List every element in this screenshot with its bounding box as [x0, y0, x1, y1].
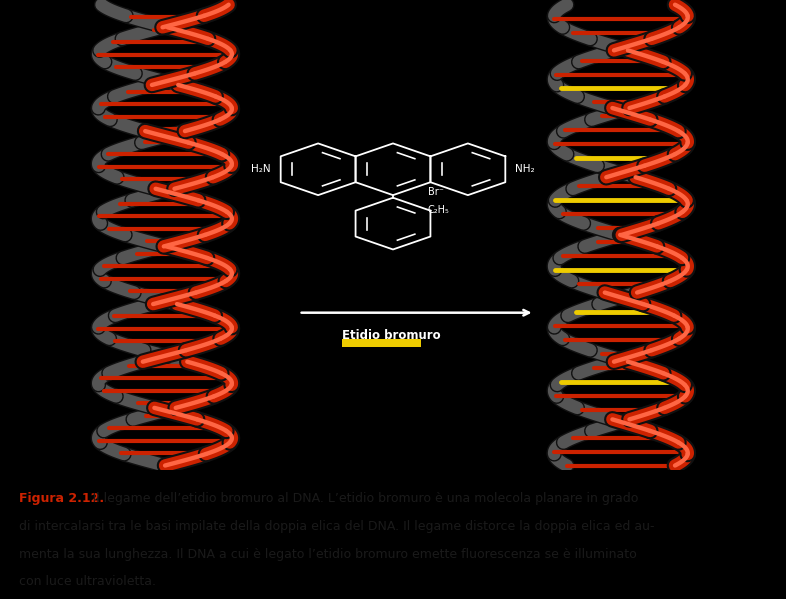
Text: menta la sua lunghezza. Il DNA a cui è legato l’etidio bromuro emette fluorescen: menta la sua lunghezza. Il DNA a cui è l… [19, 547, 637, 561]
Text: con luce ultravioletta.: con luce ultravioletta. [19, 576, 156, 588]
Text: Il legame dell’etidio bromuro al DNA. L’etidio bromuro è una molecola planare in: Il legame dell’etidio bromuro al DNA. L’… [80, 492, 638, 506]
Text: NH₂: NH₂ [515, 164, 534, 174]
Text: Br⁻: Br⁻ [428, 187, 443, 198]
Text: Figura 2.12.: Figura 2.12. [19, 492, 104, 506]
Text: Etidio bromuro: Etidio bromuro [342, 329, 440, 342]
Text: di intercalarsi tra le basi impilate della doppia elica del DNA. Il legame disto: di intercalarsi tra le basi impilate del… [19, 520, 654, 533]
Bar [342, 338, 421, 347]
Text: C₂H₅: C₂H₅ [428, 205, 450, 216]
Text: H₂N: H₂N [252, 164, 271, 174]
